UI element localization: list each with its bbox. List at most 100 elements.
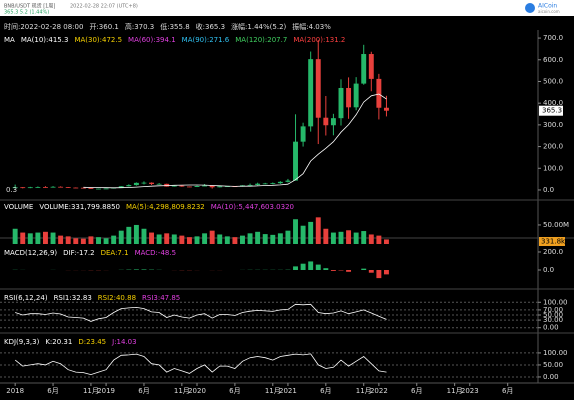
candle-body [285,180,291,182]
macd-bar [133,269,139,270]
price-tag-bg [539,105,563,116]
top-bar [0,0,574,16]
y-tick-label: 100.0 [543,164,563,172]
volume-bar [285,230,291,244]
y-tick-label: 100.00 [543,349,568,357]
candle-body [217,186,223,188]
candle-body [346,87,352,108]
x-tick-label: 11月 [356,387,372,395]
info-item: 低:355.8 [160,22,189,31]
volume-tag: 331.8k [541,238,566,246]
volume-bar [73,238,79,244]
volume-bar [209,230,215,244]
legend-item: J:14.03 [111,338,136,346]
candle-body [20,187,26,189]
panel-legend: MA MA(10):415.3 MA(30):472.5 MA(60):394.1 MA… [4,36,345,44]
volume-bar [330,232,336,244]
y-tick-label: 50.00 [543,311,563,319]
x-tick-label: 11月 [265,387,281,395]
candle-body [308,59,314,127]
legend-item: RSI3:47.85 [142,294,180,302]
volume-bar [353,232,359,244]
brand: AICoin [538,3,557,10]
candle-body [50,186,56,188]
x-tick-label: 6月 [229,387,240,395]
candle-body [194,186,200,187]
candle-body [353,83,359,108]
candle-body [164,183,170,187]
candle-body [141,182,147,184]
volume-bar [118,230,124,244]
candle-body [171,185,177,187]
candle-body [361,54,367,84]
volume-bar [217,234,223,244]
y-tick-label: 50.00 [543,361,563,369]
legend-item: MA(10):5,447,603.0320 [211,203,294,211]
legend-item: MA(60):394.1 [128,36,176,44]
volume-bar [58,235,64,244]
candle-body [270,183,276,184]
indicator-line [15,303,387,322]
y-tick-label: 400.0 [543,99,563,107]
macd-bar [330,270,336,271]
volume-bar [133,224,139,244]
legend-item: RSI2:40.88 [98,294,136,302]
volume-bar [149,232,155,244]
candle-body [12,187,18,189]
x-tick-label: 2021 [279,387,297,395]
x-tick-label: 6月 [47,387,58,395]
info-item: 时间:2022-02-28 08:00 [4,22,83,31]
x-tick-label: 2023 [461,387,479,395]
x-tick-label: 2018 [6,387,24,395]
macd-bar [323,268,329,270]
volume-bar [315,217,321,244]
candle-body [65,187,71,188]
volume-tag-bg [539,237,565,246]
candle-body [133,182,139,186]
volume-bar [224,236,230,244]
candle-body [186,186,192,188]
volume-bar [376,235,382,244]
volume-bar [43,231,48,244]
volume-bar [346,230,352,244]
volume-bar [308,221,314,244]
candle-body [315,59,321,118]
chart-background [0,16,574,400]
info-item: 收:365.3 [196,22,225,31]
panel-legend: VOLUME VOLUME:331,799.8850 MA(5):4,298,809… [4,203,294,211]
panel-legend: RSI(6,12,24) RSI1:32.83 RSI2:40.88 RSI3:47.… [4,294,180,302]
volume-bar [156,234,162,244]
low-label: 0.3 [6,186,17,194]
volume-bar [50,232,56,244]
macd-bar [346,270,352,272]
legend-item: KDJ(9,3,3) [4,338,40,346]
volume-bar [164,233,170,244]
macd-bar [383,270,389,275]
volume-bar [88,236,94,244]
volume-bar [262,234,268,244]
candle-body [43,187,48,188]
y-tick-label: 70.00 [543,306,563,314]
candle-body [58,186,64,188]
volume-bar [179,235,185,244]
y-tick-label: 0.0 [543,186,554,194]
candle-body [179,185,185,187]
info-item: 开:360.1 [89,23,118,31]
legend-item: MA(5):4,298,809.8232 [126,203,205,211]
candle-body [96,188,101,190]
legend-item: MA(30):472.5 [74,36,122,44]
legend-item: RSI(6,12,24) [4,294,48,302]
legend-item: MA(90):271.6 [182,36,230,44]
quote-label: 365.3 5.2 (1.44%) [4,10,49,16]
candle-body [383,107,389,111]
candle-body [368,54,374,79]
volume-bar [103,238,109,244]
logo [525,3,535,13]
y-tick-label: 100.00 [543,298,568,306]
volume-bar [35,232,41,244]
volume-bar [126,226,132,244]
y-tick-label: 50.00M [543,221,569,229]
x-tick-label: 6月 [320,387,331,395]
candle-body [118,186,124,188]
